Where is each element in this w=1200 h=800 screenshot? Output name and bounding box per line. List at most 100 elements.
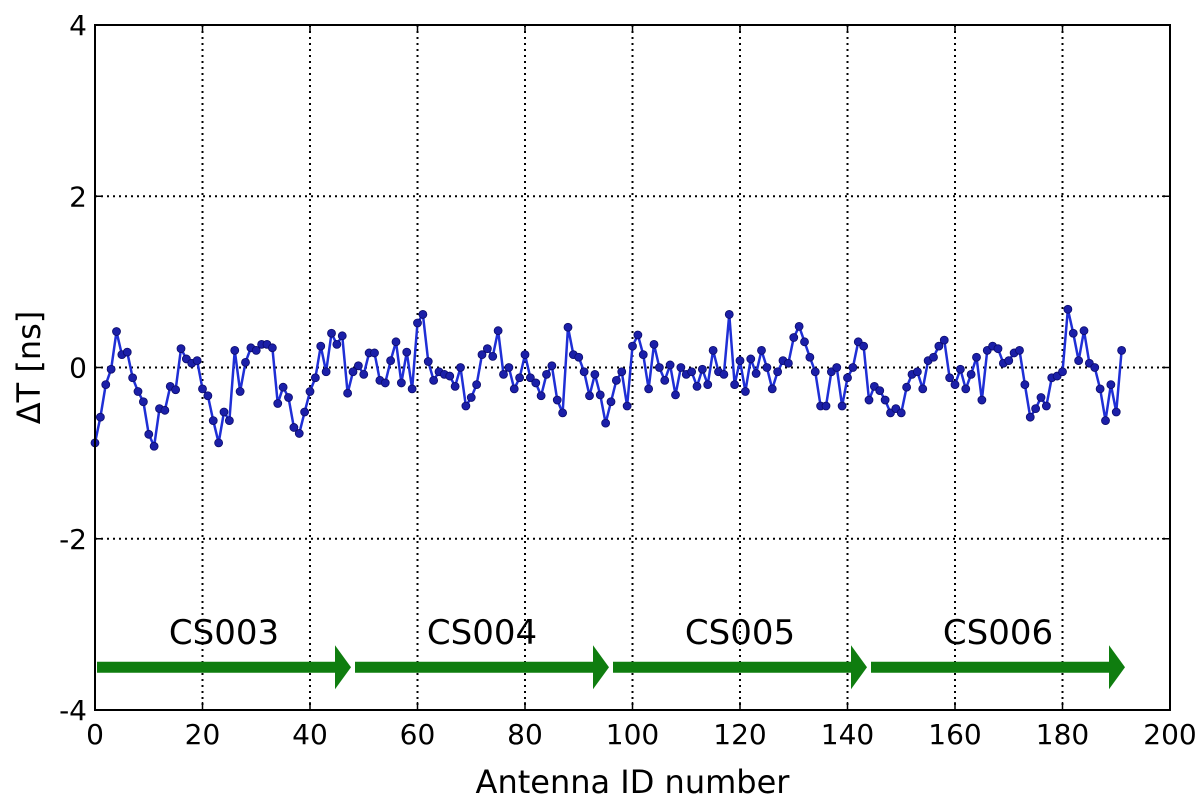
- x-tick-label: 60: [400, 718, 436, 751]
- y-tick-label: 2: [69, 180, 87, 213]
- data-point: [278, 382, 288, 392]
- data-point: [477, 350, 487, 360]
- data-point: [267, 343, 277, 353]
- data-point: [214, 438, 224, 448]
- data-point: [488, 351, 498, 361]
- data-point: [144, 429, 154, 439]
- data-point: [515, 373, 525, 383]
- data-point: [289, 423, 299, 432]
- data-point: [719, 369, 729, 379]
- segment-arrow-head: [1109, 645, 1125, 690]
- grid-lines: [95, 25, 1170, 710]
- data-point: [843, 373, 852, 383]
- data-point: [391, 337, 401, 347]
- data-point: [574, 352, 584, 362]
- data-point: [972, 352, 981, 362]
- data-point: [697, 364, 707, 374]
- data-point: [101, 380, 111, 390]
- data-point: [934, 341, 944, 351]
- data-point: [601, 418, 611, 428]
- data-point: [821, 401, 831, 411]
- data-point: [128, 373, 138, 383]
- data-point: [429, 375, 439, 385]
- data-point: [208, 416, 218, 425]
- data-point: [520, 350, 530, 360]
- data-point: [955, 364, 965, 374]
- data-point: [563, 322, 573, 332]
- data-point: [665, 360, 675, 370]
- data-point: [751, 369, 761, 378]
- data-point: [466, 393, 476, 402]
- data-point: [1095, 384, 1105, 394]
- data-point: [676, 363, 686, 372]
- x-tick-label: 40: [292, 718, 328, 751]
- data-point: [95, 412, 105, 422]
- x-tick-label: 120: [713, 718, 766, 751]
- data-point: [558, 408, 568, 418]
- data-point: [939, 335, 949, 345]
- data-point: [542, 369, 551, 379]
- data-point: [509, 384, 519, 394]
- data-point: [1079, 326, 1089, 336]
- data-point: [740, 387, 750, 396]
- data-point: [1074, 356, 1084, 366]
- data-point: [912, 367, 922, 377]
- data-point: [343, 388, 353, 398]
- data-point: [1101, 416, 1110, 425]
- data-point: [880, 395, 890, 405]
- data-point: [622, 401, 632, 411]
- data-point: [633, 330, 643, 340]
- data-point: [832, 363, 842, 372]
- data-point: [1015, 345, 1024, 355]
- data-point: [321, 367, 331, 377]
- data-point: [993, 344, 1003, 354]
- data-point: [327, 328, 336, 338]
- data-point: [112, 327, 121, 336]
- data-point: [310, 373, 320, 383]
- x-tick-label: 180: [1036, 718, 1089, 751]
- data-point: [977, 395, 987, 405]
- data-point: [160, 405, 170, 415]
- data-point: [176, 344, 186, 354]
- data-point: [757, 345, 766, 355]
- data-point: [1090, 363, 1100, 372]
- data-point: [611, 375, 621, 385]
- data-point: [138, 397, 148, 407]
- data-point: [235, 387, 245, 396]
- data-point: [423, 357, 433, 366]
- data-point: [767, 384, 777, 394]
- segment-arrow-head: [851, 645, 867, 690]
- data-point: [654, 363, 664, 372]
- x-axis-label: Antenna ID number: [476, 763, 791, 800]
- data-point: [284, 393, 293, 402]
- data-point: [251, 345, 261, 355]
- data-point: [875, 386, 885, 396]
- data-point: [171, 385, 181, 395]
- data-point: [746, 354, 756, 364]
- data-point: [800, 337, 809, 347]
- data-point: [730, 380, 740, 390]
- data-point: [547, 361, 557, 371]
- data-point: [848, 363, 858, 372]
- data-point: [149, 441, 159, 451]
- data-point: [294, 429, 304, 438]
- data-point: [864, 395, 874, 405]
- data-point: [332, 339, 342, 349]
- data-point: [552, 395, 562, 405]
- data-point: [370, 348, 379, 358]
- data-point: [499, 369, 508, 379]
- x-tick-label: 0: [86, 718, 104, 751]
- data-point: [337, 331, 347, 341]
- x-tick-label: 160: [928, 718, 981, 751]
- data-point: [300, 407, 310, 417]
- data-point: [1041, 401, 1051, 411]
- data-point: [929, 352, 938, 362]
- data-point: [230, 345, 240, 355]
- data-point: [735, 356, 745, 366]
- data-point: [450, 381, 460, 391]
- data-point: [402, 347, 412, 357]
- y-axis-label: ΔT [ns]: [10, 311, 48, 425]
- data-point: [810, 367, 820, 377]
- data-point: [1031, 404, 1041, 414]
- data-point: [273, 399, 283, 408]
